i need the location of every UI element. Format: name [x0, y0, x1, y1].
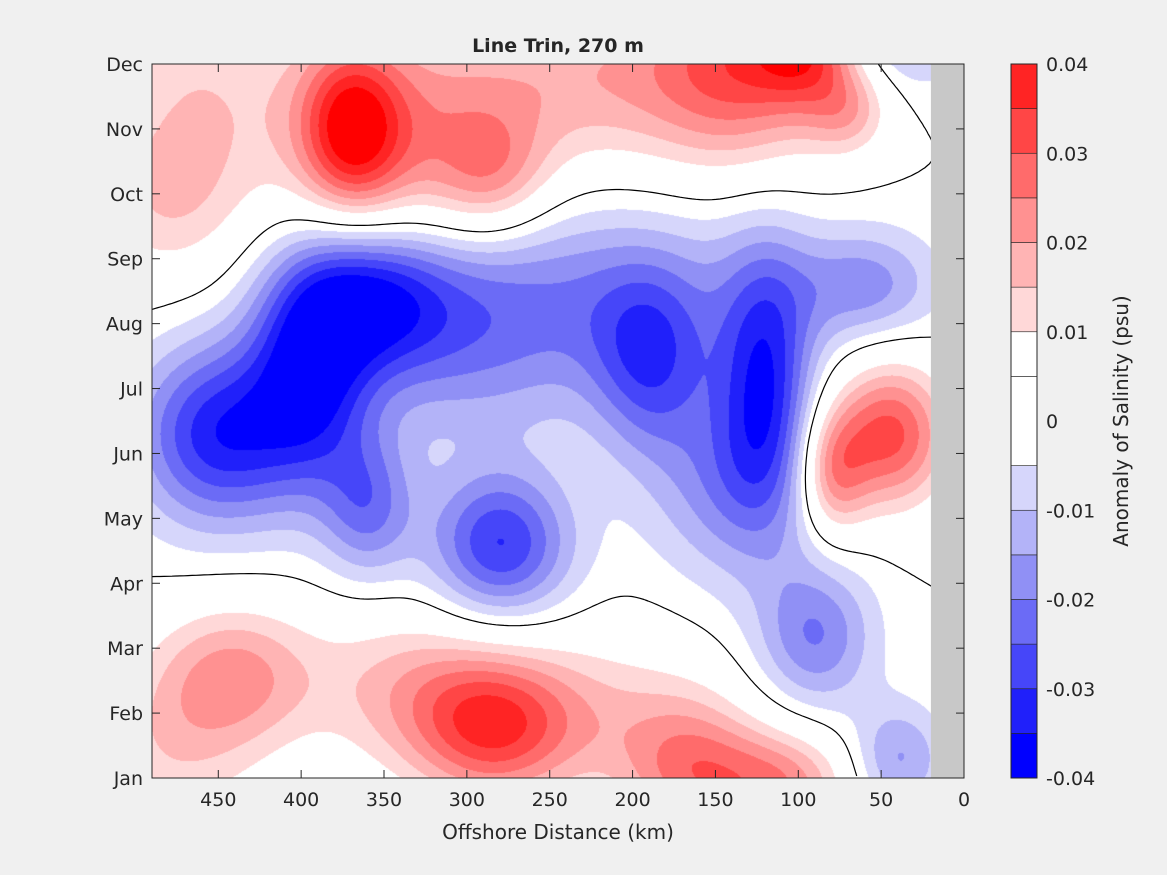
- colorbar-tick-label: -0.01: [1046, 500, 1095, 522]
- colorbar-tick-label: 0.03: [1046, 143, 1088, 165]
- colorbar-band: [1010, 197, 1038, 243]
- colorbar-ticks: 0.04 0.03 0.02 0.01 0 -0.01 -0.02 -0.03 -0.04: [1046, 54, 1095, 790]
- x-tick-label: 50: [869, 789, 893, 811]
- colorbar-band: [1010, 376, 1038, 466]
- x-tick-label: 0: [958, 789, 970, 811]
- y-tick-label: Dec: [106, 54, 143, 76]
- colorbar-label: Anomaly of Salinity (psu): [1109, 295, 1133, 546]
- colorbar-band: [1010, 108, 1038, 154]
- y-tick-label: Feb: [109, 703, 143, 725]
- x-tick-label: 400: [283, 789, 319, 811]
- colorbar-band: [1010, 242, 1038, 288]
- colorbar-band: [1010, 331, 1038, 377]
- colorbar-band: [1010, 554, 1038, 600]
- plot-area: [151, 63, 965, 779]
- land-mask: [930, 64, 964, 778]
- x-tick-label: 250: [532, 789, 568, 811]
- x-axis-label: Offshore Distance (km): [442, 820, 674, 844]
- plot-frame: [151, 63, 965, 779]
- colorbar-tick-label: -0.03: [1046, 679, 1095, 701]
- colorbar-tick-label: 0.01: [1046, 322, 1088, 344]
- y-tick-label: Oct: [110, 184, 143, 206]
- colorbar-band: [1010, 643, 1038, 690]
- y-tick-label: Nov: [106, 119, 143, 141]
- colorbar-bands: [1010, 63, 1038, 779]
- colorbar-tick-label: 0.02: [1046, 233, 1088, 255]
- colorbar-tick-label: 0.04: [1046, 54, 1088, 76]
- y-tick-label: Jan: [113, 768, 143, 790]
- colorbar-band: [1010, 465, 1038, 511]
- x-tick-label: 450: [200, 789, 236, 811]
- y-tick-label: Aug: [106, 314, 143, 336]
- x-axis: 450 400 350 300 250 200 150 100 50 0: [200, 64, 970, 811]
- x-tick-label: 200: [614, 789, 650, 811]
- colorbar-tick-label: 0: [1046, 411, 1058, 433]
- y-axis: Jan Feb Mar Apr May Jun Jul Aug Sep Oct Nov Dec: [104, 54, 964, 790]
- y-tick-label: Mar: [107, 638, 143, 660]
- x-tick-label: 150: [697, 789, 733, 811]
- colorbar-band: [1010, 733, 1038, 779]
- colorbar-band: [1010, 599, 1038, 645]
- y-tick-label: Jul: [119, 379, 143, 401]
- x-tick-label: 100: [780, 789, 816, 811]
- colorbar-tick-label: -0.04: [1046, 768, 1095, 790]
- x-tick-label: 300: [449, 789, 485, 811]
- contour-fill: [152, 64, 964, 778]
- colorbar-frame: [1010, 63, 1038, 779]
- colorbar-band: [1010, 63, 1038, 109]
- colorbar: 0.04 0.03 0.02 0.01 0 -0.01 -0.02 -0.03 -0.04 An…: [1010, 54, 1133, 790]
- x-tick-label: 350: [366, 789, 402, 811]
- colorbar-band: [1010, 509, 1038, 556]
- chart-title: Line Trin, 270 m: [472, 35, 644, 57]
- colorbar-band: [1010, 152, 1038, 199]
- y-tick-label: May: [104, 508, 143, 530]
- colorbar-band: [1010, 286, 1038, 333]
- y-tick-label: Sep: [107, 249, 143, 271]
- colorbar-band: [1010, 688, 1038, 734]
- colorbar-tick-label: -0.02: [1046, 590, 1095, 612]
- y-tick-label: Apr: [110, 573, 143, 595]
- y-tick-label: Jun: [112, 443, 143, 465]
